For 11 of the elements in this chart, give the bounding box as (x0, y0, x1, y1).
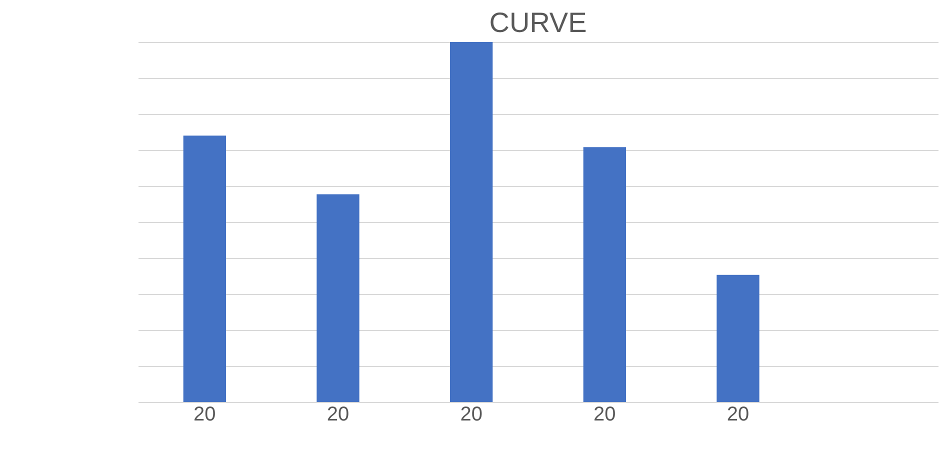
bar (183, 136, 226, 402)
x-tick-label: 20 (460, 404, 482, 426)
bar (450, 42, 493, 402)
x-tick-label: 20 (194, 404, 216, 426)
x-tick-label: 20 (726, 404, 750, 426)
chart-title: CURVE (489, 7, 587, 38)
x-tick-label: 20 (326, 404, 350, 426)
bar (316, 194, 360, 402)
bar (716, 274, 760, 402)
x-tick-label: 20 (594, 404, 616, 426)
bar (583, 147, 626, 402)
